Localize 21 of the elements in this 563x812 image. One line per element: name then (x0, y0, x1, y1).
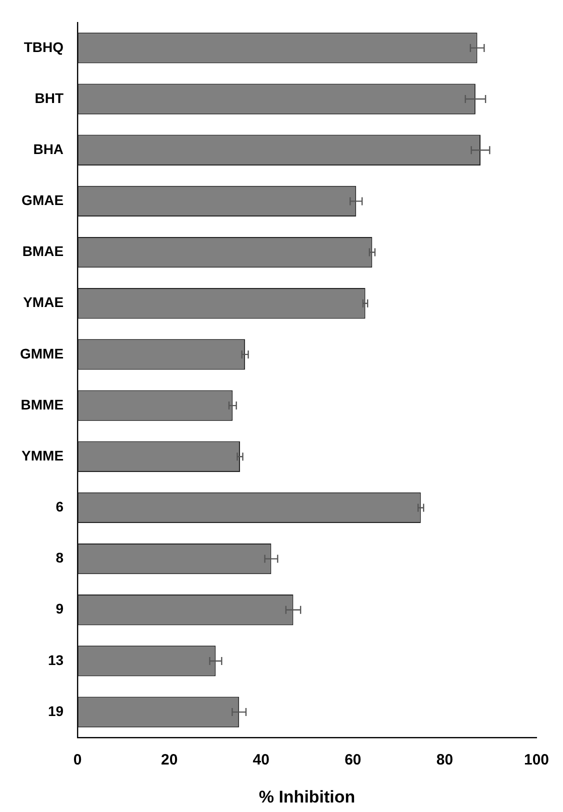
y-tick-label: YMME (22, 447, 64, 464)
x-tick-label: 80 (436, 752, 454, 769)
x-tick-label: 60 (344, 752, 362, 769)
y-tick-label: 8 (56, 550, 64, 566)
y-tick-label: BHT (34, 90, 64, 106)
y-tick-label: 9 (56, 600, 64, 617)
y-tick-label: BMAE (22, 243, 64, 260)
y-tick-label: 6 (56, 498, 64, 515)
y-tick-label: YMAE (23, 294, 64, 310)
y-tick-label: BHA (33, 140, 64, 157)
x-tick-label: 40 (252, 752, 270, 769)
y-tick-label: GMAE (22, 192, 64, 208)
x-tick-label: 0 (73, 752, 82, 769)
x-axis-title: % Inhibition (258, 787, 356, 806)
y-tick-label: BMME (20, 396, 64, 412)
y-tick-label: GMME (20, 345, 64, 362)
y-tick-label: 19 (48, 702, 64, 719)
y-tick-label: TBHQ (24, 38, 64, 55)
y-tick-label: 13 (48, 652, 64, 668)
x-tick-label: 20 (160, 752, 178, 769)
x-tick-label: 100 (524, 752, 549, 769)
